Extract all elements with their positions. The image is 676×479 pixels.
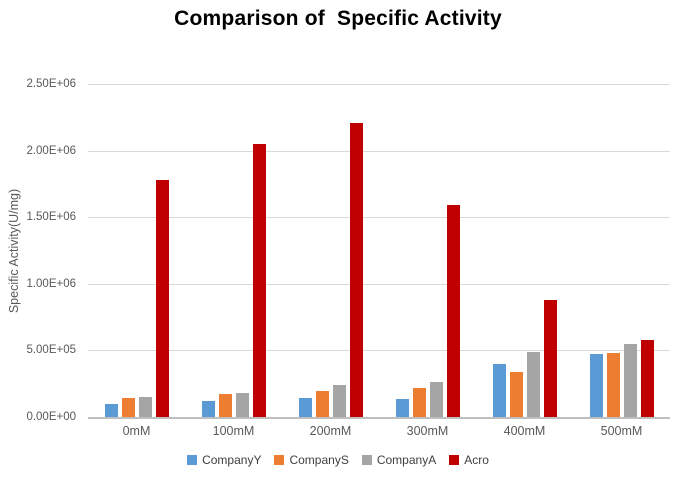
bar-companyy-0mm: [104, 404, 118, 417]
bar-companya-500mm: [623, 344, 637, 417]
legend-swatch-acro: [449, 455, 460, 465]
y-tick-label: 0.00E+00: [26, 411, 76, 423]
x-axis-labels: 0mM 100mM 200mM 300mM 400mM 500mM: [88, 424, 670, 438]
x-axis-label-300mm: 300mM: [406, 424, 449, 438]
bar-group-500mm: [573, 84, 670, 417]
legend-item-companyy: CompanyY: [187, 453, 261, 467]
legend-label-companya: CompanyA: [376, 453, 437, 467]
bar-companyy-200mm: [298, 398, 312, 417]
gridline: [88, 217, 670, 219]
legend-item-companya: CompanyA: [361, 453, 437, 467]
legend-label-acro: Acro: [464, 453, 489, 467]
bar-group-300mm: [379, 84, 476, 417]
x-axis-label-100mm: 100mM: [212, 424, 255, 438]
bar-companyy-100mm: [201, 401, 215, 417]
bar-companyy-400mm: [492, 363, 506, 417]
bar-companya-300mm: [429, 382, 443, 417]
bar-acro-500mm: [640, 340, 654, 417]
bar-companys-400mm: [509, 372, 523, 417]
plot-area: [88, 84, 670, 419]
bar-groups: [88, 84, 670, 417]
legend-swatch-companyy: [187, 455, 198, 465]
bar-companya-200mm: [332, 385, 346, 417]
x-axis-label-500mm: 500mM: [600, 424, 643, 438]
legend: CompanyY CompanyS CompanyA Acro: [0, 453, 676, 467]
legend-swatch-companys: [274, 455, 285, 465]
chart-title: Comparison of Specific Activity: [174, 7, 502, 30]
bar-companys-200mm: [315, 391, 329, 417]
y-tick-label: 5.00E+05: [26, 344, 76, 357]
y-tick-label: 2.50E+06: [26, 78, 76, 90]
bar-acro-100mm: [252, 143, 266, 417]
x-axis-label-400mm: 400mM: [503, 424, 546, 438]
bar-group-200mm: [282, 84, 379, 417]
bar-companys-100mm: [218, 394, 232, 417]
y-axis-tick-labels: 0.00E+00 5.00E+05 1.00E+06 1.50E+06 2.00E+06…: [0, 78, 82, 423]
bar-group-0mm: [88, 84, 185, 417]
gridline: [88, 84, 670, 85]
bar-companyy-300mm: [395, 399, 409, 417]
x-axis-label-200mm: 200mM: [309, 424, 352, 438]
bar-companys-0mm: [121, 398, 135, 417]
bar-group-400mm: [476, 84, 573, 417]
bar-acro-400mm: [543, 299, 557, 417]
bar-acro-300mm: [446, 205, 460, 417]
bar-companya-0mm: [138, 397, 152, 417]
legend-label-companyy: CompanyY: [202, 453, 262, 467]
legend-item-acro: Acro: [449, 453, 489, 467]
bar-companya-100mm: [235, 393, 249, 417]
y-tick-label: 1.50E+06: [26, 211, 76, 224]
bar-group-100mm: [185, 84, 282, 417]
y-tick-label: 1.00E+06: [26, 277, 76, 290]
gridline: [88, 350, 670, 352]
x-axis-label-0mm: 0mM: [122, 424, 151, 438]
bar-companys-300mm: [412, 387, 426, 417]
gridline: [88, 283, 670, 285]
bar-acro-0mm: [155, 179, 169, 417]
legend-label-companys: CompanyS: [289, 453, 349, 467]
gridline: [88, 150, 670, 152]
y-tick-label: 2.00E+06: [26, 144, 76, 157]
bar-companya-400mm: [526, 352, 540, 417]
bar-companyy-500mm: [589, 354, 603, 417]
bar-acro-200mm: [349, 122, 363, 417]
legend-swatch-companya: [361, 455, 372, 465]
legend-item-companys: CompanyS: [274, 453, 349, 467]
bar-companys-500mm: [606, 353, 620, 417]
